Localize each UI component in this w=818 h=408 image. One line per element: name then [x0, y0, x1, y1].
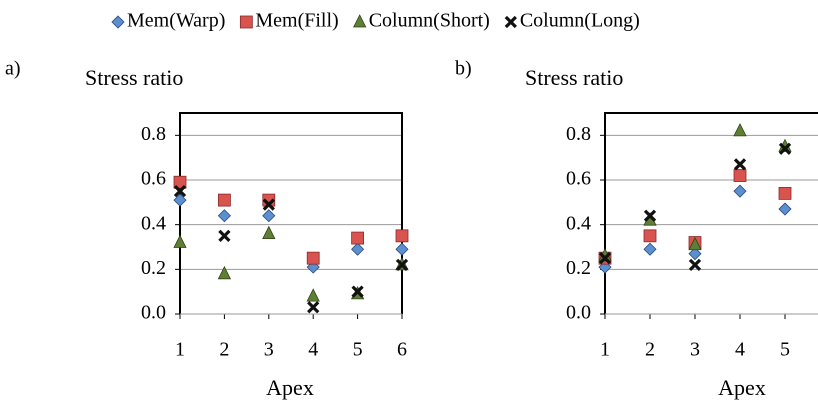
x-tick-label: 3: [264, 339, 274, 361]
marker-x: [173, 185, 187, 198]
panel-label: b): [455, 58, 472, 80]
marker-triangle: [733, 122, 747, 137]
marker-x: [778, 142, 792, 155]
x-axis-title: Apex: [266, 375, 314, 400]
panel-label: a): [5, 58, 21, 80]
legend-label: Mem(Warp): [127, 10, 225, 32]
marker-square: [395, 229, 409, 243]
y-axis-title: Stress ratio: [85, 65, 183, 90]
marker-square: [173, 175, 187, 189]
marker-x: [643, 209, 657, 222]
marker-triangle: [306, 288, 320, 302]
y-tick-label: 0.6: [141, 168, 166, 190]
marker-triangle: [353, 14, 367, 28]
x-tick-label: 4: [735, 339, 745, 361]
marker-diamond: [395, 242, 409, 256]
marker-x: [218, 229, 231, 242]
marker-square: [351, 231, 365, 245]
legend-label: Mem(Fill): [255, 10, 338, 32]
marker-x: [307, 301, 320, 314]
plot-frame: [604, 112, 818, 314]
plot-frame: [179, 112, 403, 314]
marker-triangle: [217, 265, 232, 280]
x-tick-label: 2: [645, 339, 655, 361]
marker-x: [504, 15, 517, 29]
marker-diamond: [351, 242, 365, 256]
marker-diamond: [778, 202, 792, 216]
x-tick-label: 6: [397, 339, 407, 361]
marker-square: [306, 251, 320, 265]
marker-triangle: [688, 236, 702, 251]
y-tick-label: 0.2: [566, 257, 591, 279]
marker-x: [733, 158, 747, 171]
y-axis-title: Stress ratio: [525, 65, 623, 90]
legend-label: Column(Long): [520, 10, 640, 32]
marker-diamond: [217, 209, 231, 223]
marker-triangle: [173, 234, 187, 248]
x-tick-label: 5: [780, 339, 790, 361]
marker-triangle: [262, 225, 276, 240]
marker-diamond: [262, 209, 276, 223]
y-tick-label: 0.8: [566, 123, 591, 145]
marker-x: [395, 258, 409, 271]
x-tick-label: 5: [353, 339, 363, 361]
marker-square: [239, 15, 253, 29]
y-tick-label: 0.8: [141, 123, 166, 145]
marker-square: [733, 169, 747, 182]
x-tick-label: 3: [690, 339, 700, 361]
marker-diamond: [111, 15, 125, 29]
x-axis-title: Apex: [718, 375, 766, 400]
y-tick-label: 0.4: [566, 212, 591, 234]
legend-label: Column(Short): [369, 10, 490, 32]
marker-diamond: [643, 242, 657, 256]
x-tick-label: 4: [308, 339, 318, 361]
marker-square: [778, 186, 792, 200]
marker-square: [217, 193, 231, 207]
y-tick-label: 0.0: [141, 302, 166, 324]
y-tick-label: 0.6: [566, 168, 591, 190]
marker-x: [598, 252, 612, 265]
x-tick-label: 1: [600, 339, 610, 361]
x-tick-label: 2: [219, 339, 229, 361]
y-tick-label: 0.0: [566, 302, 591, 324]
marker-diamond: [688, 247, 702, 261]
marker-x: [688, 258, 702, 271]
x-tick-label: 1: [175, 339, 185, 361]
y-tick-label: 0.4: [141, 212, 166, 234]
marker-x: [262, 198, 275, 211]
marker-x: [351, 285, 364, 298]
marker-diamond: [173, 193, 187, 207]
y-tick-label: 0.2: [141, 257, 166, 279]
marker-square: [643, 229, 657, 243]
marker-diamond: [733, 184, 747, 198]
